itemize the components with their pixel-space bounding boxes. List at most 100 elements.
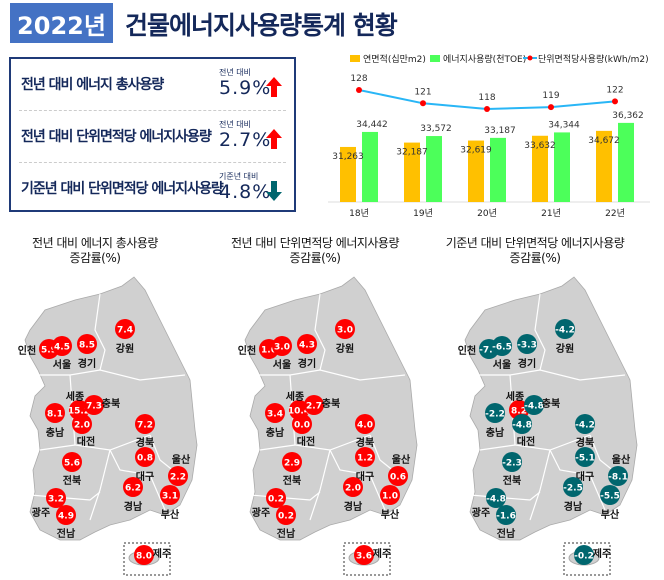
region-value: 3.0 — [274, 343, 290, 353]
map-title: 기준년 대비 단위면적당 에너지사용량 증감률(%) — [440, 236, 630, 266]
region-value: 1.0 — [382, 492, 398, 502]
line-point — [548, 104, 554, 111]
region-label: 제주 — [373, 547, 391, 560]
region-value: 4.9 — [58, 512, 74, 522]
region-value: 4.5 — [54, 343, 70, 353]
region-bubble — [608, 466, 628, 486]
map-title-line: 전년 대비 에너지 총사용량 — [32, 236, 158, 250]
region-bubble — [304, 395, 324, 415]
region-bubble — [56, 505, 76, 525]
region-label: 전남 — [497, 527, 516, 540]
region-label: 광주 — [32, 507, 50, 519]
region-value: -5.1 — [575, 454, 595, 464]
region-label: 강원 — [116, 342, 134, 355]
bar-area-label: 32,619 — [460, 146, 492, 156]
map-title-line: 전년 대비 단위면적당 에너지사용량 — [230, 236, 400, 250]
region-value: 5.9 — [41, 346, 57, 356]
region-value: 5.6 — [64, 459, 80, 469]
region-value: 0.2 — [268, 495, 284, 505]
summary-label: 기준년 대비 단위면적당 에너지사용량 — [21, 181, 224, 197]
region-value: 4.0 — [357, 421, 373, 431]
map-title-line: 증감률(%) — [509, 251, 561, 265]
bar-energy — [618, 122, 634, 202]
region-value: 3.0 — [337, 326, 353, 336]
region-bubble — [502, 452, 522, 472]
bar-area-label: 33,632 — [524, 141, 556, 151]
region-bubble — [272, 336, 292, 356]
region-value: 3.4 — [267, 410, 283, 420]
region-label: 경남 — [564, 500, 583, 513]
page-title: 건물에너지사용량통계 현황 — [125, 11, 398, 40]
region-value: 3.2 — [48, 495, 64, 505]
bar-energy — [362, 131, 378, 202]
region-label: 울산 — [172, 453, 191, 466]
region-bubble — [134, 545, 154, 565]
x-tick-label: 18년 — [349, 208, 369, 219]
summary-row-total: 전년 대비 에너지 총사용량 전년 대비 5.9% — [11, 59, 294, 110]
arrow-up-icon — [266, 77, 282, 97]
region-bubble — [380, 485, 400, 505]
region-bubble — [485, 403, 505, 423]
region-label: 서울 — [53, 358, 71, 371]
region-label: 세종 — [506, 390, 524, 403]
region-value: 8.0 — [136, 552, 152, 562]
region-border — [534, 293, 546, 371]
map-title-line: 증감률(%) — [69, 251, 121, 265]
region-value: -5.5 — [600, 492, 620, 502]
region-bubble — [266, 488, 286, 508]
region-value: 2.0 — [74, 421, 90, 431]
region-value: 10.4 — [288, 407, 310, 417]
summary-row-unit-area: 전년 대비 단위면적당 에너지사용량 전년 대비 2.7% — [11, 111, 294, 162]
bar-area-label: 34,672 — [588, 136, 620, 146]
arrow-down-icon — [266, 181, 282, 201]
bar-energy — [490, 137, 506, 202]
region-value: -3.3 — [517, 341, 537, 351]
region-label: 부산 — [381, 508, 400, 521]
region-bubble — [282, 452, 302, 472]
region-value: -6.5 — [492, 343, 512, 353]
line-point-label: 121 — [414, 87, 431, 97]
legend-marker — [527, 55, 533, 61]
region-bubble — [354, 545, 374, 565]
region-label: 세종 — [66, 390, 84, 403]
region-border — [329, 449, 386, 511]
bar-area — [404, 142, 420, 202]
region-bubble — [135, 414, 155, 434]
line-point-label: 122 — [606, 85, 623, 95]
region-border — [529, 449, 551, 521]
korea-map: 5.9 인천 4.5 서울 8.5 경기 7.4 강원 15.2 세종7.3 충북 8.1 충남 2.0 대… — [18, 276, 198, 576]
region-label: 경북 — [576, 436, 594, 449]
region-value: 3.6 — [356, 552, 372, 562]
region-bubble — [343, 477, 363, 497]
region-label: 인천 — [458, 344, 476, 357]
region-bubble — [297, 334, 317, 354]
region-bubble — [52, 336, 72, 356]
region-value: -2.2 — [485, 410, 505, 420]
region-bubble — [276, 505, 296, 525]
region-value: -7.6 — [479, 346, 499, 356]
region-bubble — [265, 403, 285, 423]
region-value: 2.0 — [345, 484, 361, 494]
map-total-usage: 전년 대비 에너지 총사용량 증감률(%) 5.9 인천 4.5 서울 8.5 경기 7.4 강원… — [0, 230, 220, 580]
region-border — [89, 449, 111, 521]
region-value: 7.4 — [117, 326, 133, 336]
region-value: 8.1 — [47, 410, 63, 420]
region-label: 전북 — [63, 474, 81, 487]
region-value: 0.0 — [294, 421, 310, 431]
region-value: 2.9 — [284, 459, 300, 469]
region-label: 제주 — [593, 547, 611, 560]
region-label: 충남 — [266, 426, 285, 439]
region-label: 울산 — [392, 453, 411, 466]
region-label: 전북 — [503, 474, 521, 487]
line-point — [612, 98, 618, 105]
region-bubble — [46, 488, 66, 508]
jeju-inset-box — [563, 542, 611, 576]
bar-area — [468, 140, 484, 202]
region-value: -1.6 — [496, 512, 516, 522]
legend-label: 단위면적당사용량(kWh/m2) — [538, 53, 649, 65]
region-value: 0.6 — [390, 473, 406, 483]
summary-value: 4.8% — [219, 181, 272, 203]
region-label: 경북 — [136, 436, 154, 449]
region-label: 강원 — [556, 342, 574, 355]
region-bubble — [62, 452, 82, 472]
